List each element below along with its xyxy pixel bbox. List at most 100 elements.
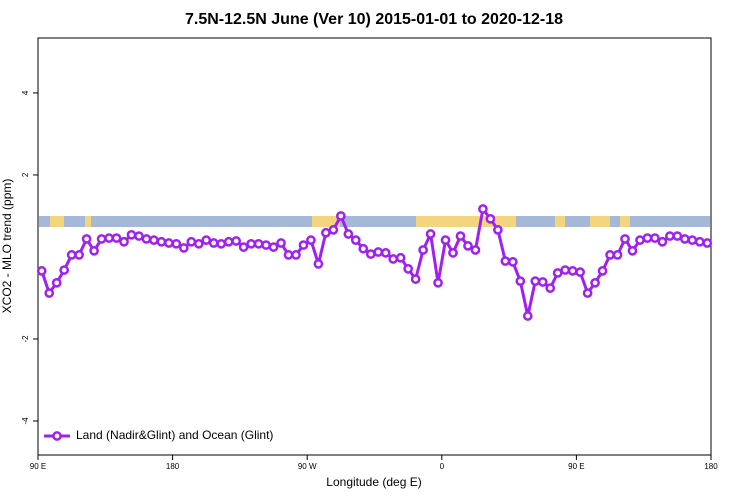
data-point (134, 231, 144, 241)
y-tick-label: -2 (21, 335, 30, 343)
data-point (448, 248, 458, 258)
data-point (149, 235, 159, 245)
data-point (575, 267, 585, 277)
data-point (597, 266, 608, 276)
data-point (552, 268, 563, 278)
data-point (433, 277, 443, 288)
y-tick-label: 2 (21, 172, 30, 177)
data-point (365, 249, 376, 259)
data-point (665, 231, 675, 241)
data-point (470, 245, 481, 255)
legend-label: Land (Nadir&Glint) and Ocean (Glint) (76, 428, 273, 442)
data-point (537, 277, 548, 287)
data-point (485, 213, 496, 224)
data-point (702, 238, 713, 248)
data-point (104, 233, 114, 243)
data-point (679, 234, 690, 244)
data-point (141, 234, 152, 244)
data-point (620, 234, 630, 244)
x-tick-label: 0 (440, 462, 445, 471)
data-point (291, 250, 301, 260)
data-point (126, 229, 137, 240)
x-tick-label: 90 E (568, 462, 584, 471)
data-point (410, 274, 421, 284)
data-point (672, 231, 683, 241)
data-point (507, 257, 518, 267)
data-point (515, 276, 526, 286)
data-point (395, 252, 406, 263)
data-point (350, 235, 361, 245)
data-point (59, 265, 70, 275)
data-point (74, 250, 84, 260)
x-tick-label: 180 (704, 462, 718, 471)
data-point (642, 233, 653, 243)
data-point (500, 256, 511, 266)
data-point (380, 248, 391, 258)
data-point (373, 247, 384, 257)
data-point (223, 236, 234, 247)
data-point (657, 236, 668, 247)
data-point (36, 266, 47, 276)
x-tick-label: 90 W (298, 462, 317, 471)
data-point (119, 236, 129, 247)
data-point (650, 233, 660, 243)
data-point (283, 250, 294, 260)
data-point (493, 225, 503, 235)
data-point (216, 238, 227, 249)
data-point (635, 235, 645, 245)
data-point (522, 311, 533, 321)
data-point (186, 236, 197, 247)
data-point (321, 227, 331, 238)
data-point (694, 236, 705, 247)
data-point (81, 234, 92, 244)
data-point (51, 277, 62, 288)
data-point (231, 236, 242, 246)
data-point (208, 238, 219, 248)
data-point (171, 238, 182, 249)
data-point (560, 265, 571, 275)
data-point (328, 225, 339, 235)
x-tick-label: 90 E (30, 462, 46, 471)
data-point (261, 240, 271, 250)
data-point (306, 235, 316, 245)
data-point (530, 276, 541, 286)
data-point (336, 211, 346, 221)
data-point (567, 266, 578, 276)
y-tick-label: 4 (21, 90, 30, 95)
data-point (156, 236, 167, 247)
data-point (298, 240, 309, 250)
data-point (612, 250, 623, 260)
data-point (388, 254, 399, 264)
data-point (238, 242, 249, 252)
data-point (687, 235, 698, 245)
data-point (478, 204, 488, 214)
y-tick-label: -4 (21, 417, 30, 425)
plot-frame (37, 37, 712, 456)
legend-marker (52, 431, 62, 441)
data-point (253, 238, 264, 249)
data-point (463, 241, 473, 251)
x-tick-label: 180 (166, 462, 180, 471)
x-axis-label: Longitude (deg E) (326, 475, 421, 489)
data-point (178, 243, 189, 253)
data-point (605, 250, 615, 260)
data-point (455, 231, 466, 241)
data-point (582, 288, 593, 298)
land-band (39, 216, 710, 227)
data-point (358, 243, 369, 254)
data-point (313, 259, 324, 269)
data-point (627, 245, 638, 256)
data-point (590, 277, 600, 288)
data-point (164, 238, 174, 248)
data-point (545, 283, 556, 293)
data-point (418, 245, 428, 255)
y-axis-label: XCO2 - MLO trend (ppm) (0, 179, 14, 314)
data-point (96, 234, 107, 244)
data-point (403, 263, 413, 274)
data-point (246, 238, 256, 249)
data-point (66, 250, 77, 260)
data-point (201, 235, 212, 245)
data-point (44, 288, 55, 298)
data-point (343, 229, 354, 239)
